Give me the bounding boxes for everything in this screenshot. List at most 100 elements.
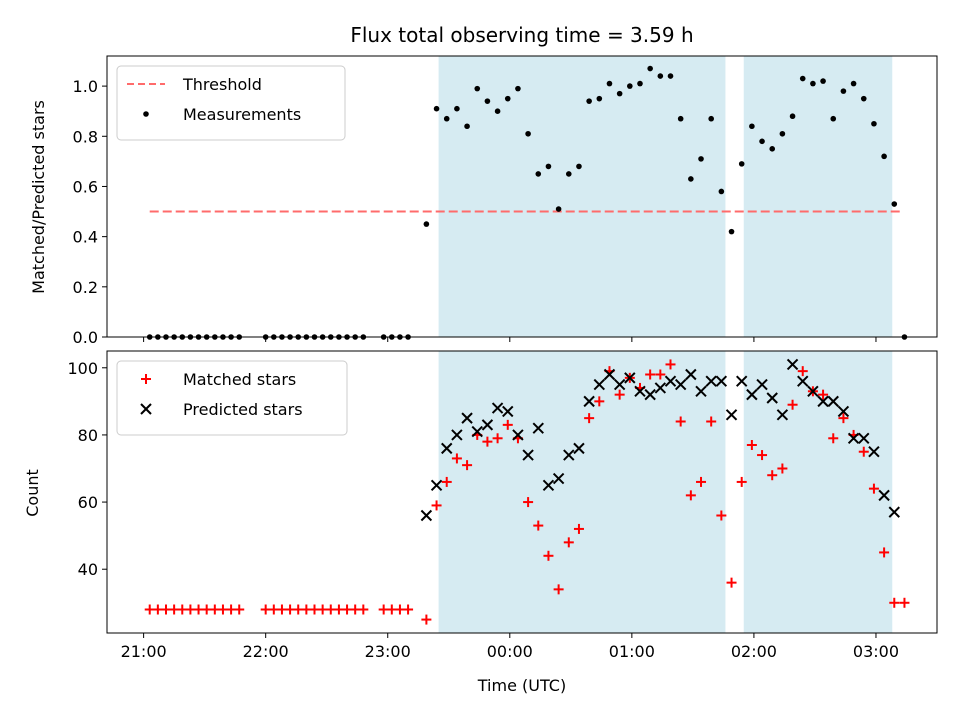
predicted-star-point <box>502 405 514 418</box>
matched-star-point <box>899 597 910 608</box>
predicted-star-point <box>756 378 768 391</box>
measurement-point <box>295 334 302 340</box>
matched-star-point <box>706 416 717 427</box>
measurement-point <box>236 334 243 340</box>
x-tick-label: 02:00 <box>731 642 777 661</box>
predicted-star-point <box>420 509 433 522</box>
matched-star-point <box>614 389 625 400</box>
matched-star-point <box>858 446 869 457</box>
measurement-point <box>228 334 234 340</box>
cross-b <box>685 368 697 381</box>
measurement-point <box>840 88 847 94</box>
matched-star-point <box>665 359 676 370</box>
predicted-star-point <box>715 375 728 387</box>
measurement-point <box>728 228 735 235</box>
predicted-star-point <box>654 382 667 394</box>
measurement-point <box>799 75 806 82</box>
legend-box <box>116 360 348 436</box>
predicted-star-point <box>522 449 534 461</box>
matched-star-point <box>573 523 584 534</box>
measurement-point <box>405 334 411 340</box>
measurement-point <box>810 80 816 87</box>
measurement-point <box>545 163 552 170</box>
cross-b <box>563 449 575 461</box>
predicted-star-point <box>461 412 473 424</box>
cross-b <box>552 472 565 485</box>
bottom-panel-ytick-label: 80 <box>78 426 98 445</box>
predicted-star-point <box>817 395 829 408</box>
measurement-point <box>586 98 592 104</box>
predicted-star-point <box>847 432 860 444</box>
predicted-star-point <box>858 432 870 444</box>
top-panel-ytick-label: 1.0 <box>73 77 98 96</box>
predicted-star-point <box>868 446 880 458</box>
bottom-panel-ytick-label: 60 <box>78 493 98 512</box>
predicted-star-point <box>827 395 839 408</box>
measurement-point <box>484 98 491 104</box>
cross-b <box>613 378 626 391</box>
predicted-star-point <box>563 449 575 461</box>
cross-b <box>888 506 900 518</box>
matched-star-point <box>502 419 513 430</box>
cross-b <box>674 378 687 391</box>
matched-star-point <box>421 614 432 625</box>
measurement-point <box>515 85 521 92</box>
matched-star-point <box>441 476 452 487</box>
matched-star-point <box>757 450 768 461</box>
cross-b <box>715 375 728 387</box>
cross-b <box>644 388 656 401</box>
matched-star-point <box>234 604 245 615</box>
measurement-point <box>187 334 194 340</box>
cross-b <box>756 378 768 391</box>
cross-b <box>512 429 524 441</box>
measurement-point <box>718 188 725 195</box>
legend-marker-swatch <box>140 403 152 415</box>
matched-star-point <box>431 500 442 511</box>
cross-b <box>654 382 667 394</box>
cross-b <box>451 429 463 441</box>
predicted-star-point <box>532 422 544 434</box>
cross-b <box>502 405 514 418</box>
cross-b <box>735 375 748 387</box>
measurement-point <box>901 334 908 340</box>
matched-star-point <box>696 476 707 487</box>
shaded-interval-bottom-1 <box>438 351 726 633</box>
matched-star-point <box>594 396 605 407</box>
matched-star-point <box>787 399 798 410</box>
matched-star-point <box>868 483 879 494</box>
matched-star-point <box>746 440 757 450</box>
predicted-star-point <box>624 372 636 384</box>
cross-b <box>471 425 483 438</box>
measurement-point <box>565 171 572 177</box>
legend-marker-swatch <box>143 111 149 117</box>
measurement-point <box>596 95 603 102</box>
matched-star-point <box>818 389 829 400</box>
cross-b <box>746 388 758 401</box>
predicted-star-point <box>695 385 707 397</box>
measurement-point <box>423 221 430 227</box>
matched-star-point <box>767 470 778 481</box>
matched-star-point <box>685 490 696 501</box>
predicted-star-point <box>491 402 504 414</box>
measurement-point <box>360 334 367 340</box>
shaded-intervals <box>438 56 893 633</box>
matched-star-point <box>889 597 900 608</box>
measurement-point <box>262 334 269 340</box>
top-panel-ytick-label: 0.0 <box>73 328 98 347</box>
cross-b <box>827 395 839 408</box>
predicted-star-point <box>573 442 585 455</box>
cross-b <box>461 412 473 424</box>
measurement-point <box>504 95 511 102</box>
x-tick-label: 01:00 <box>609 642 655 661</box>
measurement-point <box>606 80 613 87</box>
predicted-star-point <box>837 405 850 418</box>
predicted-star-point <box>664 375 677 387</box>
measurement-point <box>443 115 450 122</box>
bottom-panel-frame <box>106 350 938 634</box>
predicted-star-point <box>430 479 443 491</box>
measurement-point <box>195 334 202 340</box>
matched-star-point <box>523 497 534 508</box>
predicted-star-point <box>634 385 646 397</box>
cross-b <box>430 479 443 491</box>
